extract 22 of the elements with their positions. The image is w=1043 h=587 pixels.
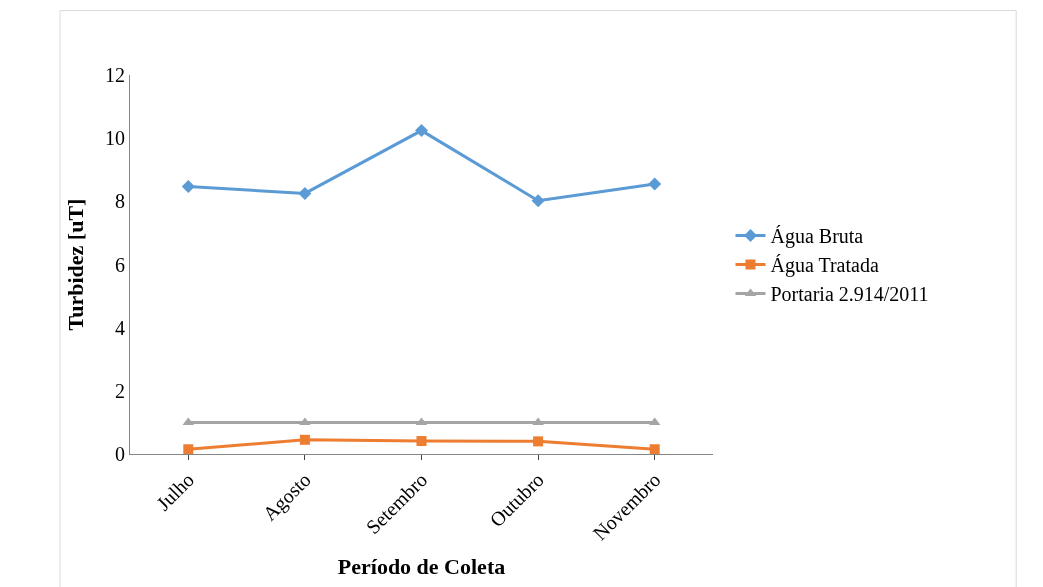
y-tick-label: 8 [115, 190, 125, 213]
y-tick-label: 4 [115, 316, 125, 339]
y-tick-label: 2 [115, 379, 125, 402]
legend-label: Portaria 2.914/2011 [770, 283, 929, 306]
point [299, 434, 310, 445]
y-tick-label: 0 [115, 443, 125, 465]
point [181, 179, 195, 193]
point [531, 194, 545, 208]
point [649, 444, 660, 454]
point [533, 436, 544, 447]
legend-label: Água Tratada [770, 254, 879, 278]
legend-label: Água Bruta [770, 225, 864, 249]
point [298, 186, 312, 200]
x-axis-title: Período de Coleta [337, 554, 506, 580]
point [183, 444, 194, 454]
y-tick-label: 12 [105, 64, 125, 86]
point [648, 177, 662, 191]
point [415, 124, 428, 138]
y-tick-label: 10 [105, 127, 125, 150]
y-tick-label: 6 [115, 253, 125, 276]
y-axis-title: Turbidez [uT] [62, 198, 88, 331]
point [416, 436, 427, 447]
